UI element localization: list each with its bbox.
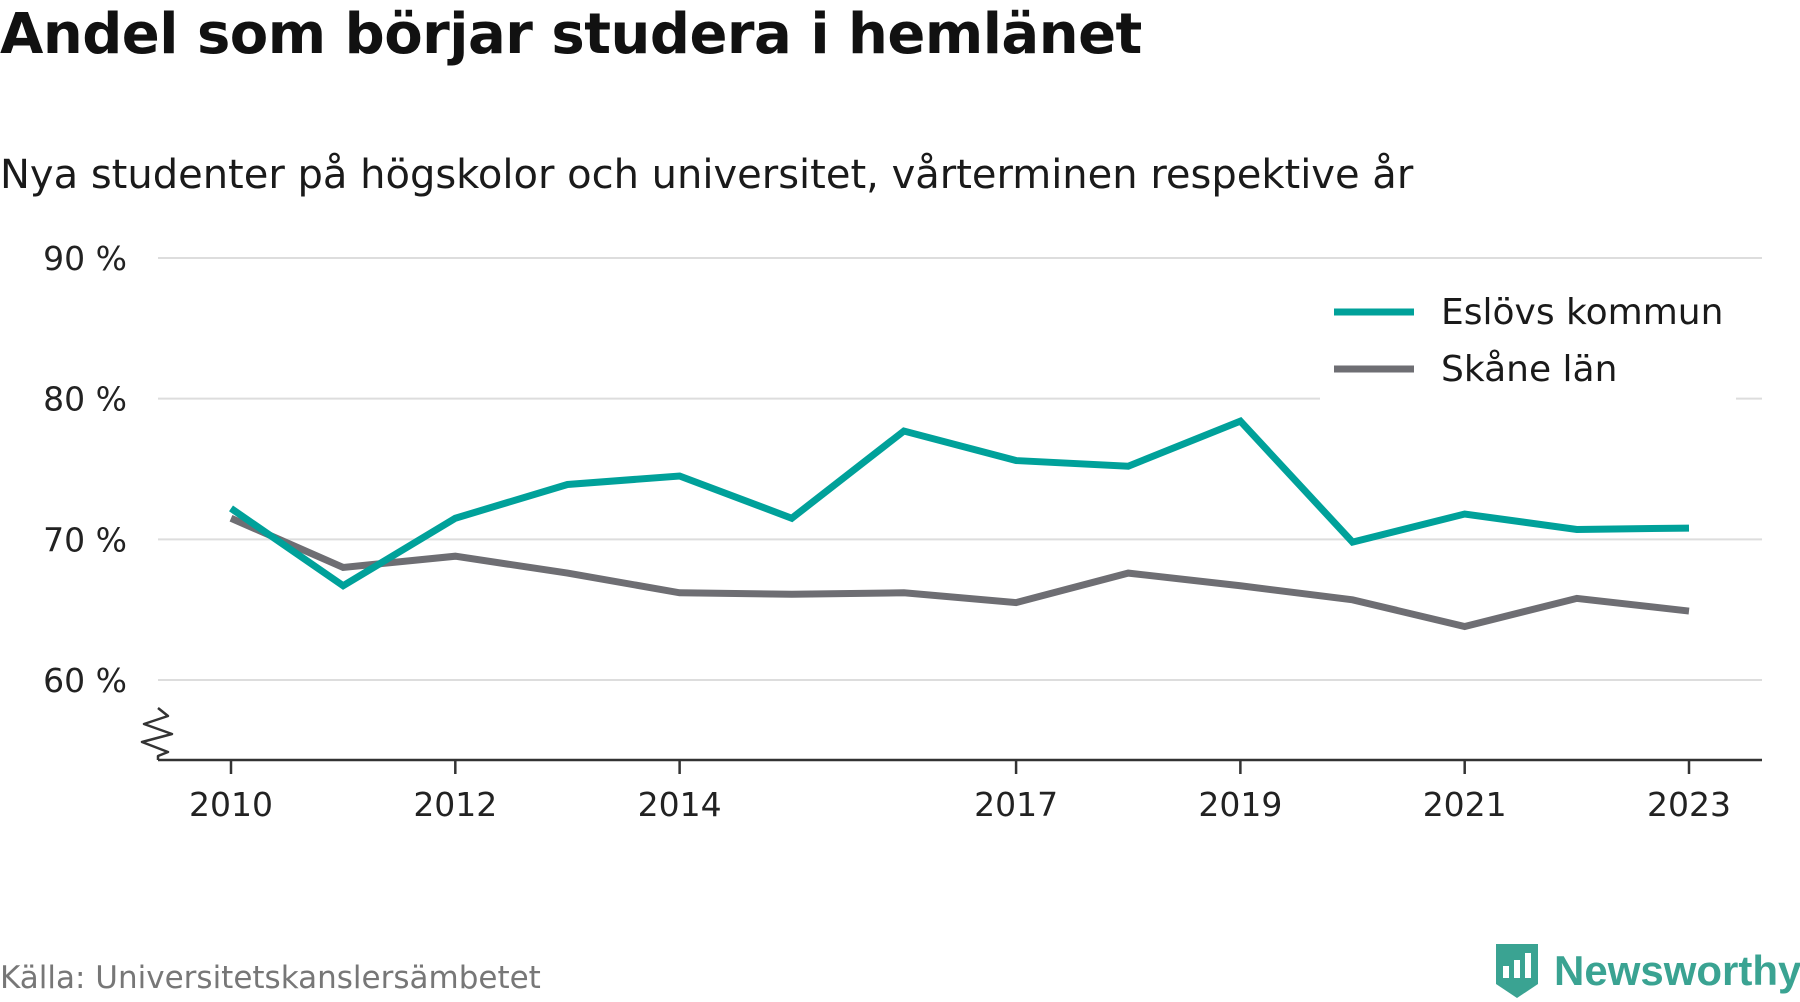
newsworthy-logo-icon bbox=[1496, 944, 1538, 998]
y-tick-label: 90 % bbox=[43, 239, 127, 278]
y-tick-label: 80 % bbox=[43, 380, 127, 419]
x-tick-label: 2019 bbox=[1198, 785, 1282, 824]
y-tick-label: 60 % bbox=[43, 661, 127, 700]
chart-title: Andel som börjar studera i hemlänet bbox=[0, 2, 1142, 67]
x-tick-label: 2012 bbox=[413, 785, 497, 824]
chart-subtitle: Nya studenter på högskolor och universit… bbox=[0, 152, 1414, 198]
legend-label-skane: Skåne län bbox=[1441, 349, 1617, 390]
legend-background bbox=[1320, 282, 1736, 400]
brand-logo: Newsworthy bbox=[1492, 940, 1800, 1002]
series-lines bbox=[229, 417, 1690, 631]
x-tick-label: 2023 bbox=[1647, 785, 1731, 824]
x-tick-label: 2010 bbox=[189, 785, 273, 824]
legend-label-eslov: Eslövs kommun bbox=[1441, 292, 1723, 333]
series-line-esl-vs-kommun bbox=[229, 417, 1690, 590]
x-axis: 2010 2012 2014 2017 2019 2021 2023 bbox=[140, 707, 1762, 824]
line-chart: 60 % 70 % 80 % 90 % 2010 2012 2014 2017 2019 202… bbox=[43, 239, 1762, 824]
source-note: Källa: Universitetskanslersämbetet bbox=[0, 960, 541, 996]
brand-name: Newsworthy bbox=[1554, 947, 1800, 994]
x-tick-label: 2017 bbox=[974, 785, 1058, 824]
y-axis-ticks: 60 % 70 % 80 % 90 % bbox=[43, 239, 127, 700]
x-tick-label: 2021 bbox=[1423, 785, 1507, 824]
y-tick-label: 70 % bbox=[43, 520, 127, 559]
series-line-sk-ne-l-n bbox=[229, 515, 1690, 631]
x-tick-label: 2014 bbox=[638, 785, 722, 824]
legend: Eslövs kommun Skåne län bbox=[1320, 282, 1736, 400]
axis-break-icon bbox=[140, 707, 174, 760]
